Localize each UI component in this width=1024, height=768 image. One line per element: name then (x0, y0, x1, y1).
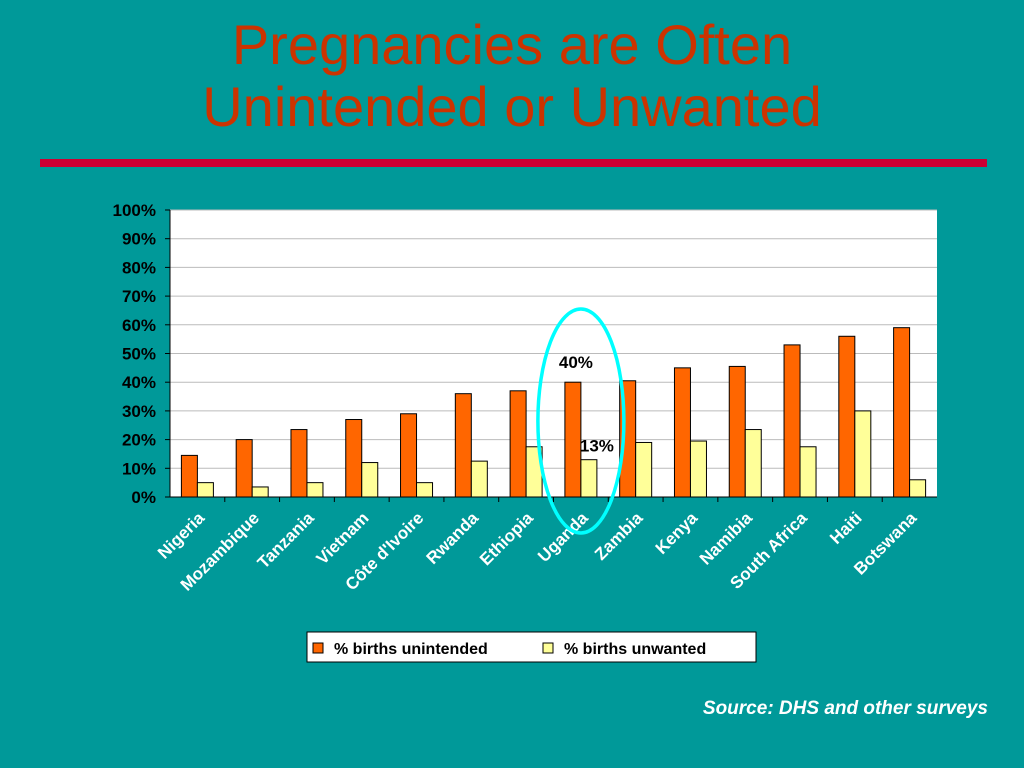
bar-unintended (290, 429, 308, 498)
bar-unintended (564, 381, 582, 498)
x-tick-label: Zambia (591, 508, 647, 564)
bar-unintended (345, 419, 363, 498)
bar-unwanted (854, 410, 872, 498)
annotation-label: 40% (559, 353, 593, 372)
bar-unintended (454, 393, 472, 498)
bar-unintended (400, 413, 418, 498)
x-tick-label: Ethiopia (476, 508, 537, 569)
x-tick-label: Nigeria (154, 508, 209, 563)
bar-unwanted (744, 429, 762, 498)
highlight-ellipse (536, 307, 626, 535)
y-tick-label: 70% (122, 287, 156, 306)
y-tick-label: 0% (131, 488, 156, 507)
bar-unwanted (909, 479, 927, 498)
title-line-1: Pregnancies are Often (231, 13, 793, 76)
legend: % births unintended % births unwanted (306, 631, 757, 663)
legend-swatch-unwanted (542, 642, 554, 654)
title-divider (40, 159, 987, 167)
annotation-label: 13% (580, 437, 614, 456)
x-tick-label: Tanzania (254, 508, 318, 572)
bar-unintended (509, 390, 527, 498)
y-tick-label: 50% (122, 345, 156, 364)
legend-label-unintended: % births unintended (334, 641, 488, 658)
bars (180, 327, 927, 498)
bar-unintended (728, 365, 746, 498)
bar-unwanted (416, 482, 434, 498)
bar-unwanted (689, 440, 707, 498)
x-tick-label: Uganda (534, 508, 592, 566)
y-tick-label: 20% (122, 431, 156, 450)
y-tick-label: 60% (122, 316, 156, 335)
y-tick-label: 100% (113, 201, 156, 220)
legend-swatch-unintended (312, 642, 324, 654)
y-tick-label: 30% (122, 402, 156, 421)
legend-label-unwanted: % births unwanted (564, 641, 706, 658)
y-tick-label: 90% (122, 230, 156, 249)
bar-unintended (783, 344, 801, 498)
bar-unintended (180, 454, 198, 498)
y-tick-label: 40% (122, 373, 156, 392)
y-tick-label: 10% (122, 459, 156, 478)
annotations: 40% 13% (559, 353, 614, 455)
bar-unwanted (635, 441, 653, 498)
bar-unwanted (196, 482, 214, 498)
y-tick-label: 80% (122, 258, 156, 277)
x-tick-label: Haiti (826, 508, 865, 547)
bar-unwanted (470, 460, 488, 498)
bar-unintended (893, 327, 911, 498)
title-line-2: Unintended or Unwanted (202, 75, 822, 138)
bar-unintended (673, 367, 691, 498)
bar-unwanted (580, 459, 598, 498)
bar-unintended (838, 335, 856, 498)
legend-box (306, 631, 757, 663)
bar-unwanted (799, 446, 817, 498)
bar-unwanted (361, 462, 379, 498)
bar-unintended (235, 439, 253, 498)
x-tick-label: Rwanda (423, 508, 483, 568)
slide-title: Pregnancies are Often Unintended or Unwa… (0, 14, 1024, 138)
x-tick-label: Kenya (652, 508, 702, 558)
bar-unwanted (306, 482, 324, 498)
bar-unwanted (251, 486, 269, 498)
source-note: Source: DHS and other surveys (702, 698, 988, 719)
